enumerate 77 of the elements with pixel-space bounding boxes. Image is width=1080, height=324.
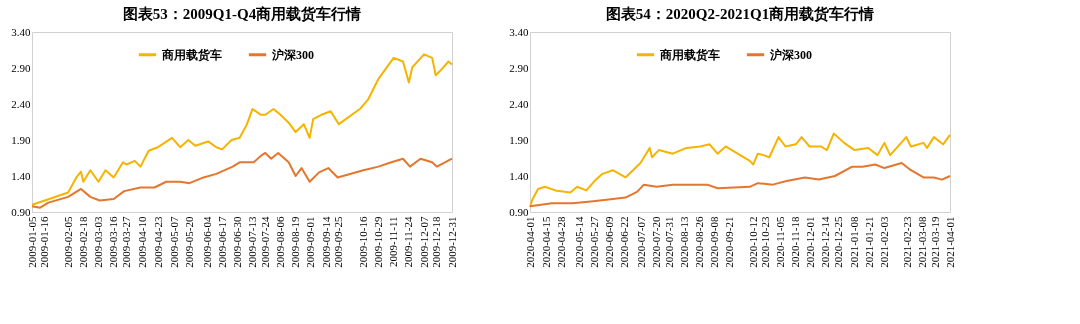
x-tick-label: 2020-04-15: [539, 216, 552, 268]
x-tick-label: 2020-04-01: [523, 216, 536, 268]
x-tick-label: 2009-03-03: [92, 216, 104, 268]
x-tick-label: 2021-01-21: [862, 216, 875, 268]
x-tick-label: 2009-10-16: [356, 216, 369, 268]
line-series: [31, 151, 453, 209]
x-tick-label: 2020-06-22: [617, 216, 630, 268]
y-tick-label: 2.40: [509, 97, 529, 110]
x-tick-label: 2009-11-24: [402, 216, 415, 268]
x-tick-label: 2009-06-17: [215, 216, 228, 268]
y-tick-label: 1.40: [11, 169, 31, 182]
chart-title: 图表53：2009Q1-Q4商用载货车行情: [122, 5, 362, 22]
y-tick-label: 2.40: [11, 97, 31, 110]
x-tick-label: 2009-11-11: [387, 216, 400, 268]
x-tick-label: 2009-05-07: [167, 216, 180, 268]
x-tick-label: 2021-02-03: [877, 216, 890, 268]
x-tick-label: 2009-08-19: [289, 216, 302, 268]
x-tick-label: 2009-02-18: [76, 216, 89, 268]
x-tick-label: 2020-11-05: [774, 216, 787, 268]
y-tick-label: 1.90: [509, 133, 529, 146]
x-tick-label: 2020-12-14: [819, 216, 832, 268]
x-tick-label: 2020-10-23: [759, 216, 772, 268]
x-tick-label: 2009-05-20: [183, 216, 195, 268]
x-tick-label: 2009-08-06: [274, 216, 286, 268]
x-tick-label: 2020-04-28: [554, 216, 567, 268]
x-tick-label: 2020-10-12: [746, 216, 759, 268]
x-tick-label: 2020-12-01: [804, 216, 817, 268]
legend-label: 商用载货车: [659, 47, 720, 62]
y-tick-label: 0.90: [11, 205, 31, 218]
x-tick-label: 2020-08-13: [677, 216, 690, 268]
x-tick-label: 2020-05-27: [587, 216, 600, 268]
x-tick-label: 2020-09-08: [707, 216, 720, 268]
x-tick-label: 2009-03-16: [107, 216, 120, 268]
line-series: [529, 132, 951, 208]
x-tick-label: 2021-03-19: [928, 216, 941, 268]
x-tick-label: 2009-09-14: [319, 216, 332, 268]
x-tick-label: 2009-12-07: [417, 216, 430, 268]
x-tick-label: 2021-04-01: [943, 216, 956, 268]
x-tick-label: 2009-06-04: [200, 216, 213, 268]
x-tick-label: 2009-12-31: [445, 216, 458, 268]
x-tick-label: 2009-06-30: [230, 216, 243, 268]
x-tick-label: 2009-01-16: [38, 216, 51, 268]
y-tick-label: 1.40: [509, 169, 529, 182]
y-tick-label: 3.40: [11, 25, 31, 38]
legend-label: 商用载货车: [161, 47, 222, 62]
x-tick-label: 2020-11-18: [789, 216, 802, 268]
x-tick-label: 2021-01-08: [847, 216, 860, 268]
x-tick-label: 2009-02-05: [61, 216, 74, 268]
y-tick-label: 3.40: [509, 25, 529, 38]
x-tick-label: 2009-07-24: [258, 216, 271, 268]
x-tick-label: 2020-05-14: [572, 216, 585, 268]
legend-label: 沪深300: [271, 47, 314, 62]
x-tick-label: 2020-07-20: [650, 216, 663, 268]
x-tick-label: 2020-08-26: [692, 216, 705, 268]
x-tick-label: 2009-03-27: [120, 216, 132, 268]
y-tick-label: 1.90: [11, 133, 31, 146]
y-tick-label: 0.90: [509, 205, 529, 218]
x-tick-label: 2009-04-23: [151, 216, 164, 268]
x-tick-label: 2009-01-05: [25, 216, 38, 268]
x-tick-label: 2020-07-31: [662, 216, 675, 268]
x-tick-label: 2021-03-08: [915, 216, 928, 268]
x-tick-label: 2020-09-21: [722, 216, 735, 268]
x-tick-label: 2009-10-29: [372, 216, 384, 268]
chart-title: 图表54：2020Q2-2021Q1商用载货车行情: [605, 5, 875, 22]
x-tick-label: 2020-06-09: [602, 216, 615, 268]
x-tick-label: 2020-07-07: [635, 216, 648, 268]
x-tick-label: 2009-04-10: [136, 216, 149, 268]
legend-label: 沪深300: [769, 47, 812, 62]
x-tick-label: 2009-12-18: [430, 216, 443, 268]
y-tick-label: 2.90: [11, 61, 31, 74]
y-tick-label: 2.90: [509, 61, 529, 74]
x-tick-label: 2009-09-01: [304, 216, 317, 268]
x-tick-label: 2020-12-25: [831, 216, 844, 268]
x-tick-label: 2009-07-13: [246, 216, 258, 268]
x-tick-label: 2021-02-23: [900, 216, 913, 268]
x-tick-label: 2009-09-25: [332, 216, 345, 268]
line-series: [529, 162, 951, 208]
